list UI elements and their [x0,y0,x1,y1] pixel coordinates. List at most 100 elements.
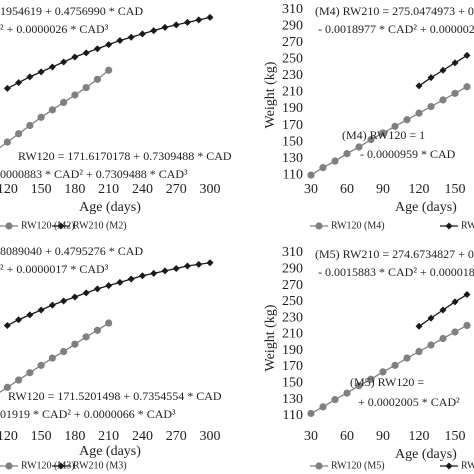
x-tick-label: 240 [132,429,153,444]
data-point [105,319,113,327]
data-point [439,96,447,104]
y-tick-label: 130 [282,151,303,166]
y-tick-label: 290 [282,19,303,34]
y-tick-label: 190 [282,101,303,116]
y-tick-label: 270 [282,35,303,50]
legend-label: RW120 (M5) [331,460,385,471]
data-point [150,269,158,277]
x-axis-label: Age (days) [395,447,457,462]
data-point [331,395,339,404]
data-point [15,316,23,324]
y-tick-label: 150 [282,376,303,391]
annotation: ² + 0.0000017 * CAD³ [0,262,109,276]
x-tick-label: 210 [98,182,119,197]
data-point [48,354,56,362]
y-tick-label: 190 [282,343,303,358]
y-axis-label: Weight (kg) [263,304,278,371]
legend-label: RW120 (M3) [21,460,75,471]
annotation: (M5) RW210 = 274.6734827 + 0.4 [315,247,474,261]
data-point [3,138,11,146]
data-point [415,347,423,356]
data-point [415,82,423,90]
y-axis-label: Weight (kg) [263,61,278,128]
data-point [355,143,363,151]
data-point [307,409,315,418]
data-point [195,16,203,24]
x-tick-label: 270 [166,182,187,197]
data-point [15,79,23,87]
annotation: (M5) RW120 = [350,375,424,389]
data-point [403,354,411,362]
data-point [451,328,459,336]
x-tick-label: 300 [200,182,221,197]
data-point [367,135,375,144]
data-point [37,361,45,369]
data-point [138,30,146,38]
x-tick-label: 90 [376,429,390,444]
data-point [172,264,180,272]
data-point [14,376,23,384]
data-point [26,73,34,81]
data-point [3,383,11,391]
data-point [71,53,79,61]
legend-marker [57,462,65,470]
x-tick-label: 30 [304,182,318,197]
data-point [93,285,101,293]
x-tick-label: 60 [340,182,354,197]
legend-marker [57,222,65,230]
data-point [26,121,34,130]
data-point [127,275,135,283]
data-point [138,272,146,280]
data-point [379,368,387,376]
x-tick-label: 210 [98,429,119,444]
data-point [105,282,113,290]
y-tick-label: 170 [282,118,303,133]
data-point [379,129,387,137]
annotation: (M4) RW210 = 275.0474973 + 0.4 [315,4,474,18]
y-tick-label: 170 [282,359,303,374]
data-point [93,45,101,53]
data-point [48,63,56,71]
y-tick-label: 110 [283,167,303,182]
data-point [391,361,399,369]
x-tick-label: 150 [31,429,52,444]
x-tick-label: 60 [340,429,354,444]
data-point [71,340,79,348]
x-axis-label: Age (days) [395,200,457,215]
data-point [463,83,471,91]
data-point [206,13,214,21]
x-tick-label: 270 [166,429,187,444]
y-tick-label: 210 [282,327,303,342]
annotation: - 0.0000959 * CAD [360,147,456,161]
y-tick-label: 230 [282,68,303,83]
data-point [161,267,169,275]
legend-marker [315,222,323,230]
data-point [161,23,169,31]
data-point [3,84,11,92]
legend-label: RW210 (M3) [73,460,127,471]
x-axis-label: Age (days) [79,444,141,459]
y-tick-label: 150 [282,134,303,149]
legend-marker [5,462,13,470]
data-point [37,113,45,121]
data-point [331,157,339,165]
data-point [183,262,191,270]
data-point [439,306,447,314]
data-point [37,68,45,76]
data-point [60,347,68,356]
data-point [127,33,135,41]
data-point [60,98,68,107]
data-point [451,298,459,306]
x-tick-label: 240 [132,182,153,197]
legend-marker [445,222,453,230]
y-tick-label: 310 [282,245,303,260]
data-point [415,109,423,117]
annotation: 1954619 + 0.4756990 * CAD [0,4,143,18]
data-point [82,83,90,92]
x-tick-label: 150 [445,182,466,197]
x-axis-label: Age (days) [79,200,141,215]
data-point [367,375,375,383]
y-tick-label: 270 [282,278,303,293]
y-tick-label: 250 [282,294,303,309]
data-point [343,149,351,158]
